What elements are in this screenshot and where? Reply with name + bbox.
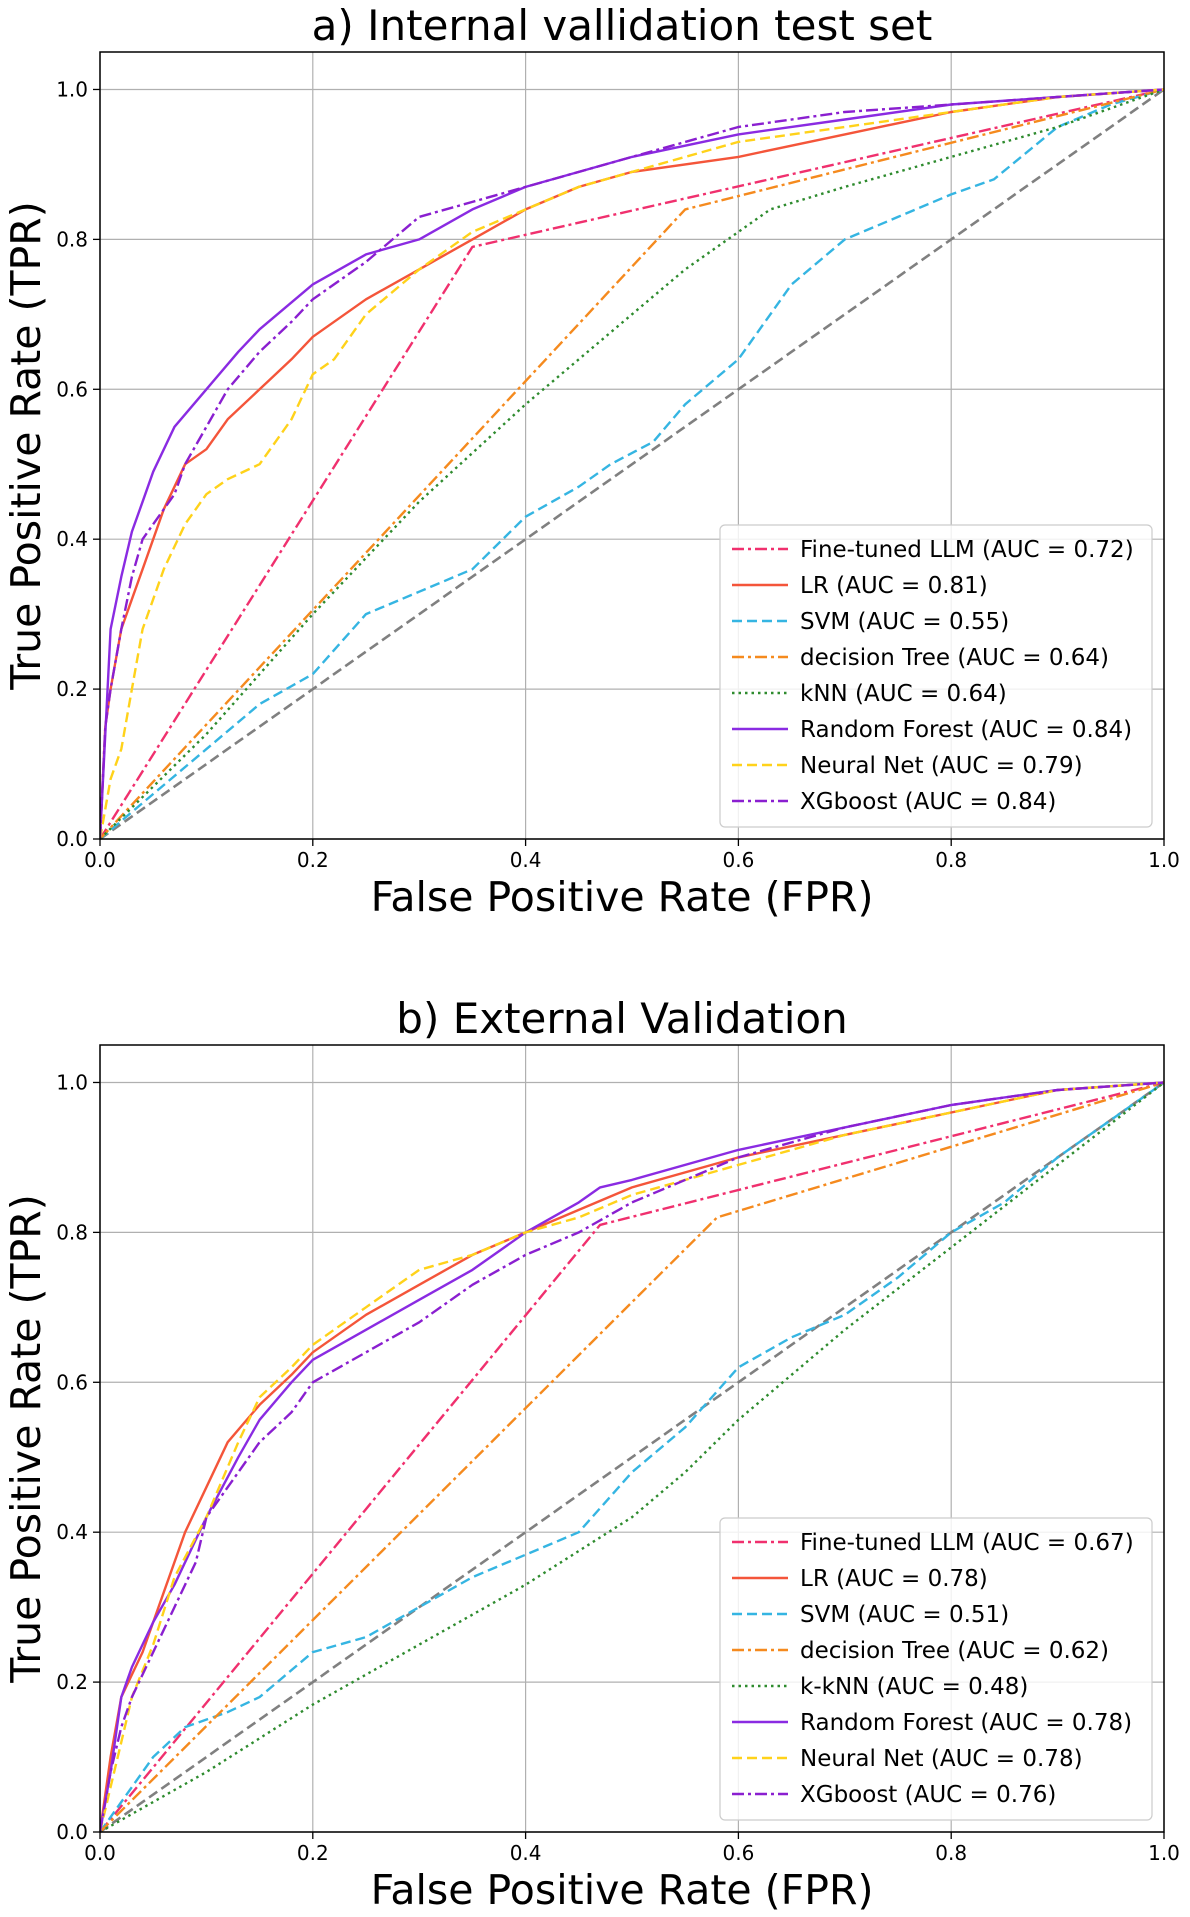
x-tick-label: 0.8 [935, 1841, 967, 1865]
y-tick-label: 0.8 [56, 227, 88, 251]
roc-curve-series-7 [100, 88, 1164, 839]
legend-label-3: decision Tree (AUC = 0.64) [800, 645, 1109, 671]
y-tick-label: 1.0 [56, 1070, 88, 1094]
y-tick-label: 0.0 [56, 1820, 88, 1844]
y-tick-label: 0.6 [56, 1370, 88, 1394]
roc-curve-series-5 [100, 1081, 1164, 1832]
x-tick-label: 0.2 [297, 1841, 329, 1865]
y-tick-label: 1.0 [56, 77, 88, 101]
chart-title: a) Internal vallidation test set [312, 1, 933, 50]
legend-label-7: XGboost (AUC = 0.84) [800, 789, 1056, 815]
y-axis-label: True Positive Rate (TPR) [2, 201, 50, 691]
y-tick-label: 0.0 [56, 827, 88, 851]
chart-title: b) External Validation [396, 994, 847, 1043]
y-tick-label: 0.6 [56, 377, 88, 401]
roc-curve-series-3 [100, 1081, 1164, 1832]
panel-b-external-validation: 0.0 0.2 0.4 0.6 0.8 1.0 0.0 0.2 0.4 0.6 0.8 1.0 b) E… [2, 994, 1180, 1914]
legend-label-1: LR (AUC = 0.78) [800, 1566, 988, 1592]
roc-curve-series-1 [100, 1081, 1164, 1832]
legend-label-4: kNN (AUC = 0.64) [800, 681, 1007, 707]
legend-box [719, 1517, 1153, 1821]
legend-label-7: XGboost (AUC = 0.76) [800, 1782, 1056, 1808]
x-tick-label: 0.6 [722, 848, 754, 872]
x-tick-label: 0.0 [84, 848, 116, 872]
legend-label-0: Fine-tuned LLM (AUC = 0.72) [800, 537, 1134, 563]
roc-curve-series-6 [100, 88, 1164, 839]
panel-a-internal-validation: 0.0 0.2 0.4 0.6 0.8 1.0 0.0 0.2 0.4 0.6 0.8 1.0 a) I… [2, 1, 1180, 921]
legend-label-3: decision Tree (AUC = 0.62) [800, 1638, 1109, 1664]
x-tick-label: 0.6 [722, 1841, 754, 1865]
x-tick-label: 0.4 [510, 1841, 542, 1865]
legend-label-2: SVM (AUC = 0.51) [800, 1602, 1009, 1628]
y-axis-label: True Positive Rate (TPR) [2, 1194, 50, 1684]
roc-curve-series-3 [100, 88, 1164, 839]
roc-curve-series-6 [100, 1081, 1164, 1832]
legend-label-5: Random Forest (AUC = 0.78) [800, 1710, 1132, 1736]
legend-label-5: Random Forest (AUC = 0.84) [800, 717, 1132, 743]
y-tick-label: 0.8 [56, 1220, 88, 1244]
roc-curve-series-2 [100, 1081, 1164, 1832]
y-tick-label: 0.4 [56, 527, 88, 551]
legend-label-1: LR (AUC = 0.81) [800, 573, 988, 599]
x-tick-label: 1.0 [1148, 1841, 1180, 1865]
roc-curve-series-2 [100, 88, 1164, 839]
x-tick-label: 1.0 [1148, 848, 1180, 872]
x-tick-label: 0.0 [84, 1841, 116, 1865]
chance-line [99, 88, 1165, 841]
x-axis-label: False Positive Rate (FPR) [371, 873, 874, 921]
y-tick-label: 0.4 [56, 1520, 88, 1544]
roc-curve-series-1 [100, 88, 1164, 839]
y-tick-label: 0.2 [56, 677, 88, 701]
x-axis-label: False Positive Rate (FPR) [371, 1866, 874, 1914]
legend-label-2: SVM (AUC = 0.55) [800, 609, 1009, 635]
x-tick-label: 0.2 [297, 848, 329, 872]
roc-curve-series-5 [100, 88, 1164, 839]
legend-label-6: Neural Net (AUC = 0.78) [800, 1746, 1083, 1772]
legend-label-4: k-kNN (AUC = 0.48) [800, 1674, 1028, 1700]
legend-label-6: Neural Net (AUC = 0.79) [800, 753, 1083, 779]
chance-line [99, 1081, 1165, 1834]
axes-frame [99, 51, 1165, 840]
legend-label-0: Fine-tuned LLM (AUC = 0.67) [800, 1530, 1134, 1556]
legend-box [719, 524, 1153, 828]
roc-curve-series-0 [100, 1081, 1164, 1832]
x-tick-label: 0.8 [935, 848, 967, 872]
roc-curve-series-0 [100, 88, 1164, 839]
y-tick-label: 0.2 [56, 1670, 88, 1694]
axes-frame [99, 1044, 1165, 1833]
x-tick-label: 0.4 [510, 848, 542, 872]
roc-curve-series-7 [100, 1081, 1164, 1832]
